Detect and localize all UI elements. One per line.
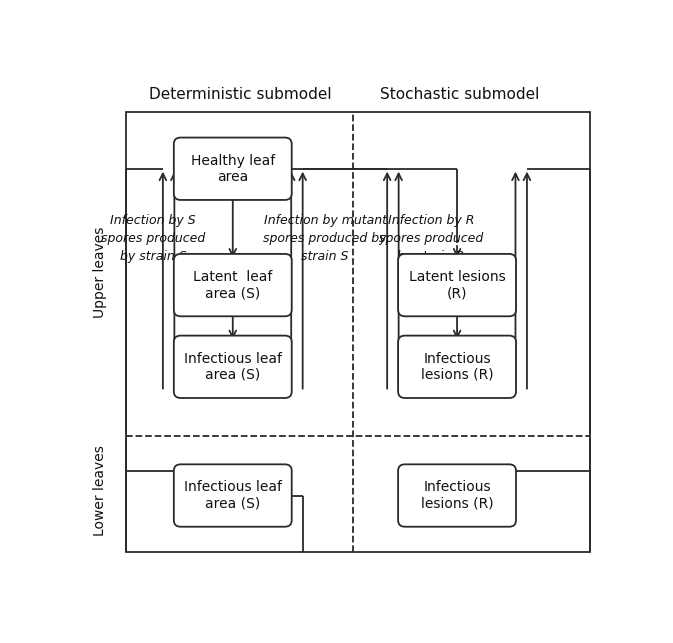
Text: Infectious leaf
area (S): Infectious leaf area (S) — [184, 352, 282, 382]
FancyBboxPatch shape — [174, 464, 291, 527]
Text: Infectious
lesions (R): Infectious lesions (R) — [421, 352, 493, 382]
Text: Infection by S
spores produced
by strain S: Infection by S spores produced by strain… — [101, 213, 205, 262]
Bar — [126, 112, 590, 552]
Text: Infection by R
spores produced
bv strain R: Infection by R spores produced bv strain… — [379, 213, 483, 262]
FancyBboxPatch shape — [398, 254, 516, 316]
FancyBboxPatch shape — [174, 138, 291, 200]
Text: Infection by mutant
spores produced by
strain S: Infection by mutant spores produced by s… — [263, 213, 387, 262]
FancyBboxPatch shape — [174, 336, 291, 398]
FancyBboxPatch shape — [174, 254, 291, 316]
Text: Deterministic submodel: Deterministic submodel — [149, 87, 332, 102]
Text: Latent  leaf
area (S): Latent leaf area (S) — [193, 270, 273, 300]
Text: Healthy leaf
area: Healthy leaf area — [190, 154, 275, 184]
FancyBboxPatch shape — [398, 336, 516, 398]
FancyBboxPatch shape — [398, 464, 516, 527]
Text: Infectious leaf
area (S): Infectious leaf area (S) — [184, 480, 282, 511]
Text: Lower leaves: Lower leaves — [93, 445, 107, 536]
Text: Infectious
lesions (R): Infectious lesions (R) — [421, 480, 493, 511]
Text: Upper leaves: Upper leaves — [93, 227, 107, 318]
Text: Stochastic submodel: Stochastic submodel — [380, 87, 539, 102]
Text: Latent lesions
(R): Latent lesions (R) — [409, 270, 505, 300]
